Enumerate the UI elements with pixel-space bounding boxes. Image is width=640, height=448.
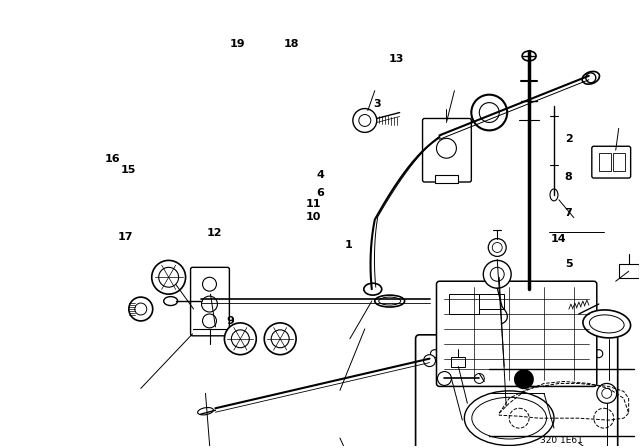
Circle shape xyxy=(602,388,612,398)
Circle shape xyxy=(509,408,529,428)
Ellipse shape xyxy=(589,315,624,333)
Text: 11: 11 xyxy=(306,198,321,209)
Circle shape xyxy=(202,277,216,291)
Circle shape xyxy=(424,355,435,366)
Circle shape xyxy=(479,103,499,122)
Text: 12: 12 xyxy=(207,228,223,237)
Text: 15: 15 xyxy=(121,165,136,175)
Text: 14: 14 xyxy=(551,234,567,244)
Text: 2: 2 xyxy=(564,134,572,144)
Bar xyxy=(449,294,479,314)
Bar xyxy=(599,153,611,171)
Ellipse shape xyxy=(522,51,536,61)
Text: 13: 13 xyxy=(388,54,404,64)
Circle shape xyxy=(471,95,507,130)
Text: 5: 5 xyxy=(564,258,572,269)
Circle shape xyxy=(159,267,179,287)
Circle shape xyxy=(271,330,289,348)
Bar xyxy=(619,264,639,278)
FancyBboxPatch shape xyxy=(422,118,471,182)
Circle shape xyxy=(129,297,153,321)
FancyBboxPatch shape xyxy=(191,267,229,336)
Circle shape xyxy=(596,383,617,403)
Text: 8: 8 xyxy=(564,172,572,182)
Text: 320 1E61: 320 1E61 xyxy=(540,436,582,445)
Circle shape xyxy=(225,323,256,355)
Circle shape xyxy=(359,115,371,126)
Text: 18: 18 xyxy=(284,39,299,49)
Circle shape xyxy=(232,330,250,348)
Circle shape xyxy=(135,303,147,315)
Ellipse shape xyxy=(582,71,600,84)
Circle shape xyxy=(431,350,438,358)
Circle shape xyxy=(595,350,603,358)
Text: 10: 10 xyxy=(306,212,321,222)
Ellipse shape xyxy=(472,397,547,439)
Text: 6: 6 xyxy=(316,188,324,198)
Circle shape xyxy=(202,314,216,328)
Circle shape xyxy=(353,108,377,132)
Bar xyxy=(451,357,465,366)
Circle shape xyxy=(490,267,504,281)
Text: 3: 3 xyxy=(374,99,381,109)
Bar xyxy=(479,294,504,309)
Circle shape xyxy=(474,374,484,383)
Circle shape xyxy=(202,296,218,312)
Text: 7: 7 xyxy=(564,207,572,218)
Ellipse shape xyxy=(550,189,558,201)
Circle shape xyxy=(264,323,296,355)
Circle shape xyxy=(594,408,614,428)
Circle shape xyxy=(488,239,506,256)
Ellipse shape xyxy=(364,283,381,295)
FancyBboxPatch shape xyxy=(592,146,630,178)
Text: 17: 17 xyxy=(118,232,133,242)
Circle shape xyxy=(483,260,511,288)
Circle shape xyxy=(586,73,596,83)
Circle shape xyxy=(438,371,451,385)
Text: 1: 1 xyxy=(345,240,353,250)
Ellipse shape xyxy=(375,295,404,307)
Ellipse shape xyxy=(379,297,401,305)
Circle shape xyxy=(436,138,456,158)
Circle shape xyxy=(152,260,186,294)
FancyBboxPatch shape xyxy=(415,335,618,448)
Ellipse shape xyxy=(583,310,630,338)
Text: 9: 9 xyxy=(227,316,235,327)
Ellipse shape xyxy=(198,408,213,415)
Bar xyxy=(612,153,625,171)
Text: 4: 4 xyxy=(316,170,324,180)
Text: 19: 19 xyxy=(229,39,245,49)
Text: 16: 16 xyxy=(105,154,121,164)
FancyBboxPatch shape xyxy=(436,281,596,387)
Circle shape xyxy=(514,369,534,389)
Bar xyxy=(435,175,458,183)
Circle shape xyxy=(492,242,502,253)
Ellipse shape xyxy=(164,297,178,306)
Ellipse shape xyxy=(465,391,554,445)
